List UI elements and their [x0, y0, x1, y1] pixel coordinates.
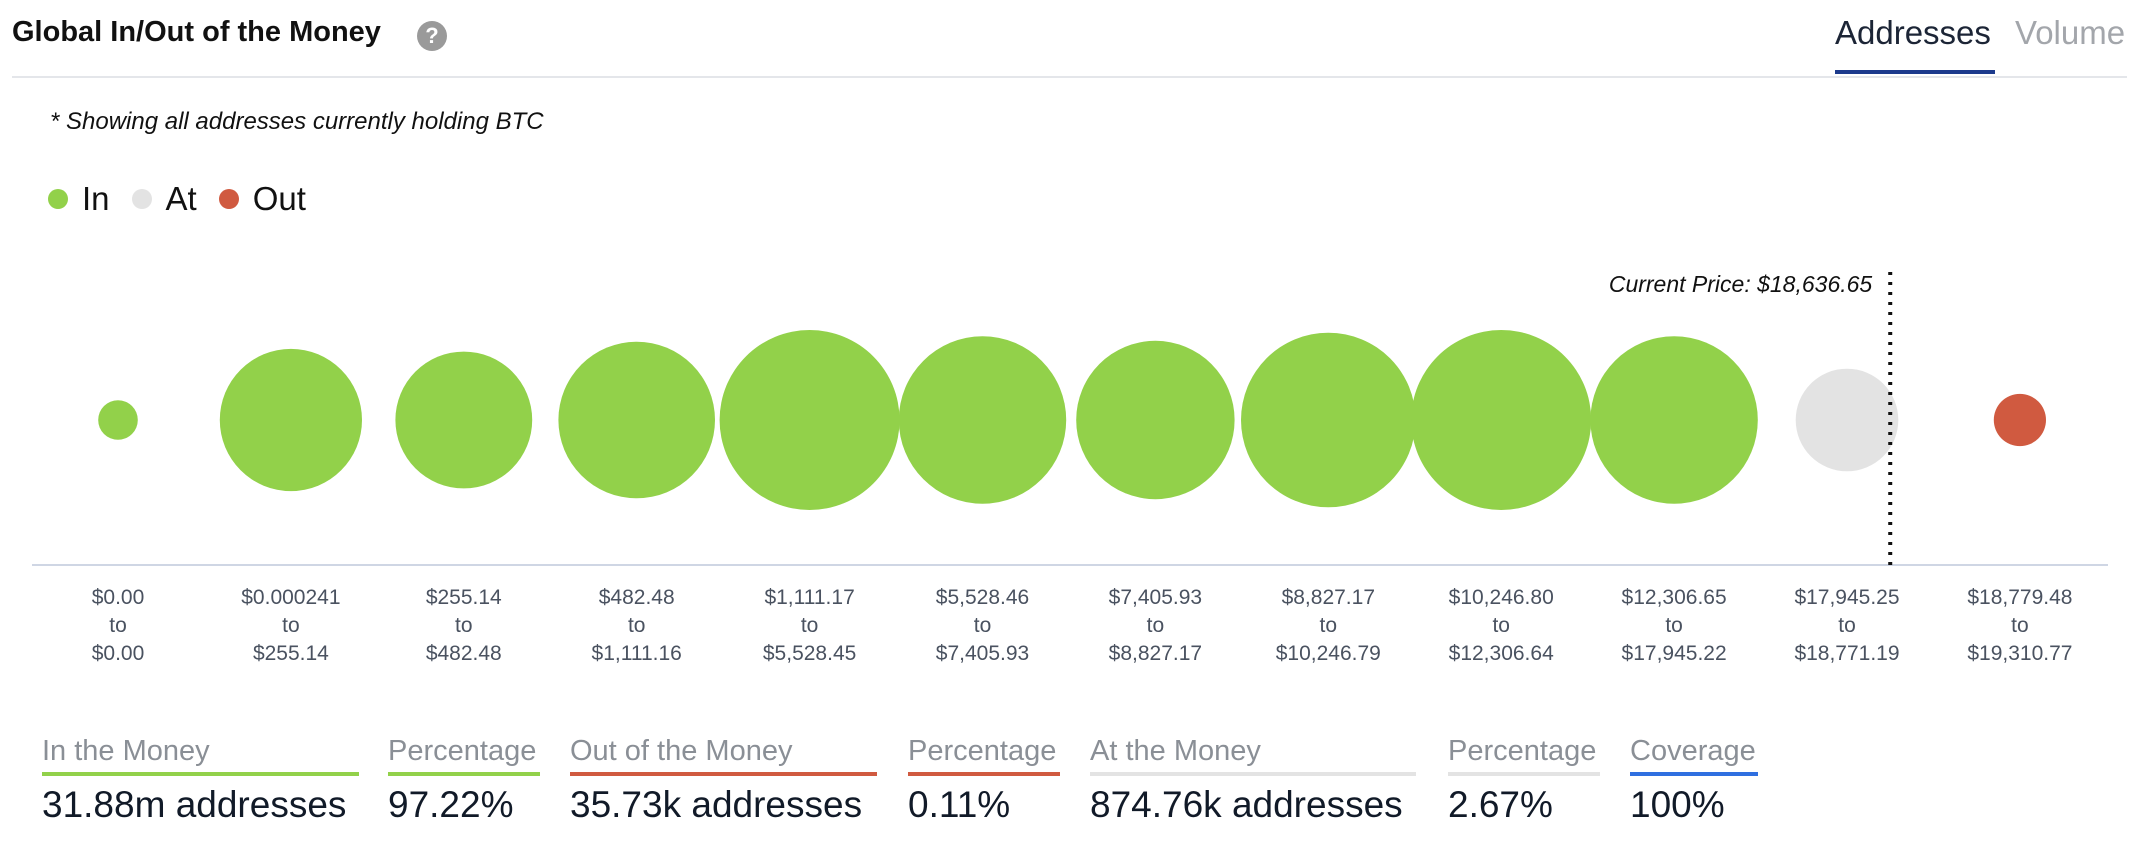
tick-label: $10,246.79: [1276, 642, 1381, 665]
stat-value: 31.88m addresses: [42, 784, 347, 825]
tick-label: $0.000241: [241, 586, 340, 609]
tick-label: $17,945.25: [1794, 586, 1899, 609]
legend-dot-out: [218, 189, 239, 209]
stat-underline: [1448, 772, 1600, 776]
legend-item-in[interactable]: In: [48, 180, 110, 218]
stats-summary: In the Money 31.88m addresses Percentage…: [0, 735, 2142, 835]
chart-note: * Showing all addresses currently holdin…: [50, 108, 544, 135]
bubble[interactable]: [1590, 336, 1758, 504]
stat-value: 0.11%: [908, 784, 1011, 825]
tick-label: $19,310.77: [1967, 642, 2072, 665]
legend-item-out[interactable]: Out: [218, 180, 306, 218]
stat-label: Out of the Money: [570, 735, 793, 767]
tick-label: $18,779.48: [1967, 586, 2072, 609]
legend-item-at[interactable]: At: [131, 180, 197, 218]
bubble[interactable]: [1795, 368, 1899, 472]
question-circle-icon[interactable]: ?: [417, 21, 447, 51]
stat-value: 97.22%: [388, 784, 514, 825]
bubble[interactable]: [219, 348, 362, 492]
stat-out-of-the-money: Out of the Money 35.73k addresses: [570, 735, 877, 826]
current-price-label: Current Price: $18,636.65: [1609, 271, 1873, 297]
tick-label: $10,246.80: [1449, 586, 1554, 609]
stat-value: 35.73k addresses: [570, 784, 863, 825]
tick-label: $255.14: [426, 586, 502, 609]
tick-label: $7,405.93: [1109, 586, 1202, 609]
chart-legend: In At Out: [48, 180, 328, 218]
stat-out-percentage: Percentage 0.11%: [908, 735, 1060, 826]
stat-underline: [388, 772, 540, 776]
stat-in-percentage: Percentage 97.22%: [388, 735, 540, 826]
header: Global In/Out of the Money ? Addresses V…: [12, 0, 2127, 78]
tick-label: $8,827.17: [1282, 586, 1375, 609]
bubble[interactable]: [395, 351, 533, 489]
page-title: Global In/Out of the Money: [12, 16, 381, 48]
tick-label: $18,771.19: [1794, 642, 1899, 665]
tick-label: $1,111.17: [764, 586, 854, 609]
tick-label: to: [1492, 614, 1510, 637]
stat-label: Percentage: [908, 735, 1057, 767]
tick-label: to: [974, 614, 992, 637]
tick-label: to: [2011, 614, 2029, 637]
stat-value: 100%: [1630, 784, 1725, 825]
stat-at-the-money: At the Money 874.76k addresses: [1090, 735, 1416, 826]
tick-label: $8,827.17: [1109, 642, 1202, 665]
legend-label-at: At: [165, 180, 197, 217]
stat-label: Coverage: [1630, 735, 1756, 767]
tick-label: $7,405.93: [936, 642, 1029, 665]
stat-label: At the Money: [1090, 735, 1261, 767]
tick-label: to: [282, 614, 300, 637]
tick-label: $482.48: [599, 586, 675, 609]
tick-label: $5,528.46: [936, 586, 1029, 609]
tick-label: $17,945.22: [1622, 642, 1727, 665]
stat-underline: [908, 772, 1060, 776]
bubble[interactable]: [898, 336, 1067, 504]
bubble[interactable]: [98, 400, 138, 440]
legend-dot-in: [48, 189, 68, 209]
stat-coverage: Coverage 100%: [1630, 735, 1758, 826]
tick-label: $12,306.64: [1449, 642, 1554, 665]
stat-value: 874.76k addresses: [1090, 784, 1403, 825]
tick-label: to: [109, 614, 127, 637]
tick-label: $5,528.45: [763, 642, 856, 665]
stat-label: Percentage: [388, 735, 537, 767]
tab-volume[interactable]: Volume: [2015, 14, 2126, 51]
tick-label: to: [628, 614, 646, 637]
tick-label: to: [455, 614, 473, 637]
tick-label: to: [1147, 614, 1165, 637]
tick-label: to: [1665, 614, 1683, 637]
tick-label: $0.00: [92, 642, 145, 665]
tick-label: to: [801, 614, 819, 637]
bubble[interactable]: [719, 330, 900, 510]
stat-at-percentage: Percentage 2.67%: [1448, 735, 1600, 826]
bubble[interactable]: [1241, 332, 1416, 508]
active-tab-indicator: [1835, 70, 1995, 74]
stat-in-the-money: In the Money 31.88m addresses: [42, 735, 359, 826]
tick-label: to: [1320, 614, 1338, 637]
tick-label: $0.00: [92, 586, 145, 609]
stat-underline: [1090, 772, 1416, 776]
bubble-chart: $0.00 to $0.00 $0.000241 to $255.14 $255.14 to $…: [32, 271, 2108, 665]
stat-underline: [1630, 772, 1758, 776]
stat-underline: [570, 772, 877, 776]
legend-label-out: Out: [252, 180, 306, 217]
tick-label: $482.48: [426, 642, 502, 665]
legend-dot-at: [131, 189, 152, 209]
tick-label: $12,306.65: [1622, 586, 1727, 609]
legend-label-in: In: [82, 180, 110, 217]
tick-label: $255.14: [253, 642, 329, 665]
tick-label: to: [1838, 614, 1856, 637]
stat-underline: [42, 772, 359, 776]
bubble[interactable]: [1076, 340, 1235, 500]
stat-value: 2.67%: [1448, 784, 1553, 825]
bubble[interactable]: [1411, 330, 1592, 510]
bubble[interactable]: [558, 341, 715, 499]
stat-label: In the Money: [42, 735, 210, 767]
stat-label: Percentage: [1448, 735, 1597, 767]
tab-addresses[interactable]: Addresses: [1835, 14, 1991, 51]
tick-label: $1,111.16: [592, 642, 682, 665]
bubble[interactable]: [1993, 393, 2046, 447]
